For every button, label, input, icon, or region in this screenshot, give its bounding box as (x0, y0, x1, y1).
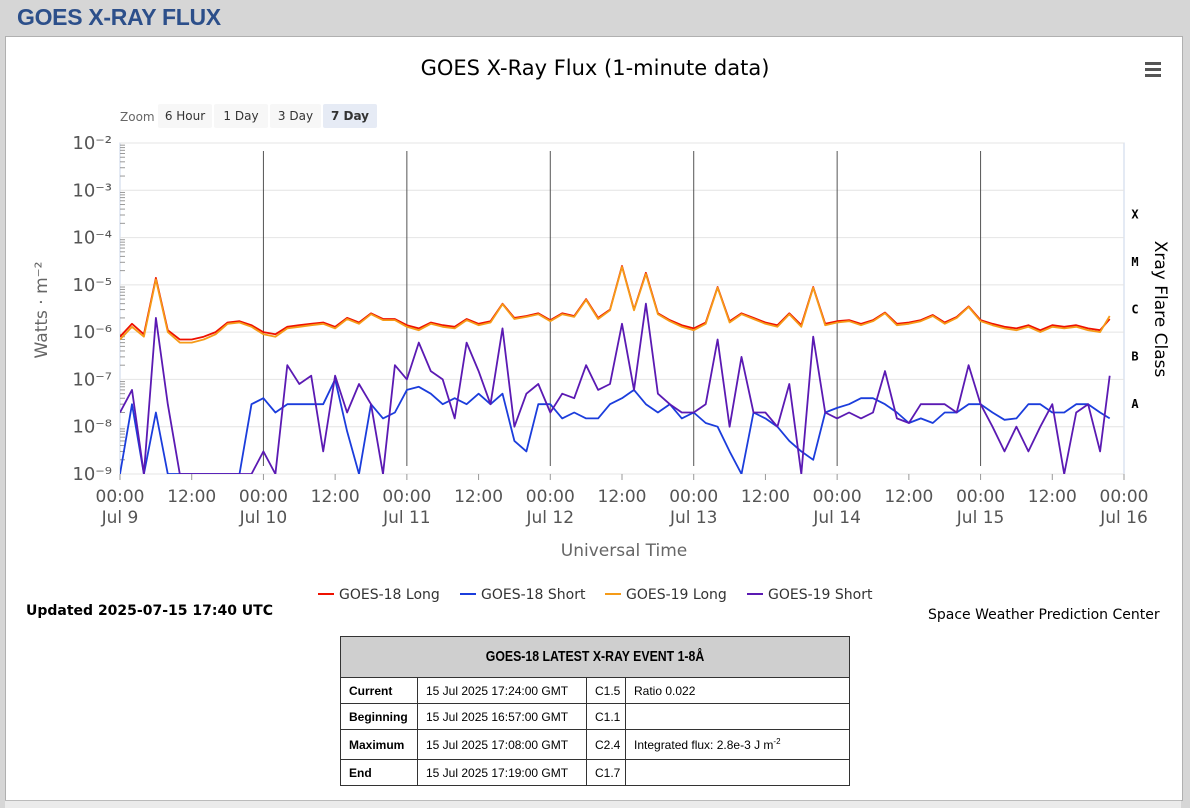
event-row-maximum: Maximum 15 Jul 2025 17:08:00 GMT C2.4 In… (340, 729, 850, 760)
event-label: End (340, 759, 418, 786)
zoom-button-label: 3 Day (278, 109, 313, 123)
hamburger-menu-icon[interactable] (1138, 58, 1168, 80)
page-header: GOES X-RAY FLUX (0, 0, 1190, 36)
legend-label: GOES-18 Short (481, 587, 586, 603)
legend-item-goes-19-long[interactable]: GOES-19 Long (605, 587, 727, 603)
event-time: 15 Jul 2025 17:24:00 GMT (417, 677, 587, 704)
zoom-button-3-day[interactable]: 3 Day (270, 104, 321, 128)
panel-bottom-scrollbar[interactable] (5, 800, 1181, 808)
event-label: Beginning (340, 703, 418, 730)
zoom-button-bg (214, 104, 268, 128)
event-row-end: End 15 Jul 2025 17:19:00 GMT C1.7 (340, 759, 850, 786)
chart-legend: GOES-18 Long GOES-18 Short GOES-19 Long GOE… (318, 587, 873, 603)
event-table-title: GOES-18 LATEST X-RAY EVENT 1-8Å (386, 637, 804, 677)
zoom-button-bg (270, 104, 321, 128)
event-class: C1.5 (586, 677, 626, 704)
event-row-current: Current 15 Jul 2025 17:24:00 GMT C1.5 Ra… (340, 677, 850, 704)
zoom-selector: Zoom 6 Hour 1 Day 3 Day 7 Day (120, 104, 377, 128)
event-time: 15 Jul 2025 16:57:00 GMT (417, 703, 587, 730)
event-extra: Ratio 0.022 (625, 677, 850, 704)
zoom-button-bg (158, 104, 212, 128)
event-row-beginning: Beginning 15 Jul 2025 16:57:00 GMT C1.1 (340, 703, 850, 730)
event-class: C1.7 (586, 759, 626, 786)
zoom-button-label: 1 Day (223, 109, 258, 123)
event-label: Current (340, 677, 418, 704)
legend-label: GOES-19 Long (626, 587, 727, 603)
zoom-button-6-hour[interactable]: 6 Hour (158, 104, 212, 128)
event-class: C1.1 (586, 703, 626, 730)
event-extra (625, 759, 850, 786)
event-label: Maximum (340, 729, 418, 760)
zoom-button-label: 7 Day (331, 109, 369, 123)
integrated-flux-text: Integrated flux: 2.8e-3 J m (634, 738, 774, 752)
zoom-button-1-day[interactable]: 1 Day (214, 104, 268, 128)
event-extra: Integrated flux: 2.8e-3 J m-2 (625, 729, 850, 760)
legend-item-goes-18-long[interactable]: GOES-18 Long (318, 587, 440, 603)
updated-timestamp: Updated 2025-07-15 17:40 UTC (26, 603, 273, 619)
zoom-button-bg (323, 104, 377, 128)
event-table-title-cell: GOES-18 LATEST X-RAY EVENT 1-8Å (340, 636, 850, 678)
legend-label: GOES-18 Long (339, 587, 440, 603)
event-class: C2.4 (586, 729, 626, 760)
page-title: GOES X-RAY FLUX (17, 4, 221, 30)
credit-text: Space Weather Prediction Center (928, 607, 1160, 623)
latest-event-table: GOES-18 LATEST X-RAY EVENT 1-8Å Current … (340, 636, 850, 786)
zoom-button-7-day[interactable]: 7 Day (323, 104, 377, 128)
zoom-button-label: 6 Hour (165, 109, 205, 123)
legend-item-goes-18-short[interactable]: GOES-18 Short (460, 587, 586, 603)
legend-label: GOES-19 Short (768, 587, 873, 603)
event-time: 15 Jul 2025 17:08:00 GMT (417, 729, 587, 760)
integrated-flux-exponent: -2 (773, 737, 781, 746)
event-time: 15 Jul 2025 17:19:00 GMT (417, 759, 587, 786)
legend-item-goes-19-short[interactable]: GOES-19 Short (747, 587, 873, 603)
event-extra (625, 703, 850, 730)
